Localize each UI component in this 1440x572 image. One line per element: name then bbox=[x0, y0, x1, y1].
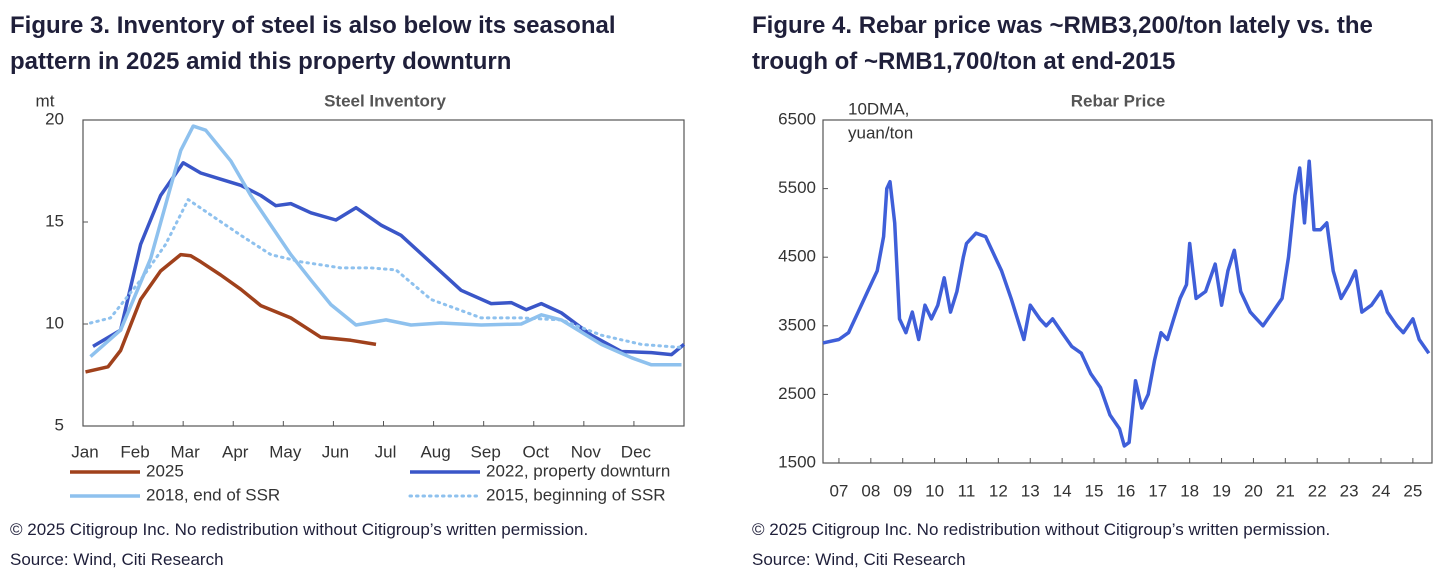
series-line bbox=[92, 161, 686, 357]
y-tick-label: 10 bbox=[45, 313, 64, 332]
y-tick-label: 20 bbox=[45, 109, 64, 128]
source: Source: Wind, Citi Research bbox=[752, 550, 966, 569]
x-tick-label: 22 bbox=[1308, 481, 1327, 500]
y-tick-label: 4500 bbox=[778, 247, 816, 266]
x-tick-label: Jan bbox=[71, 442, 98, 461]
x-tick-label: 23 bbox=[1340, 481, 1359, 500]
y-tick-label: 3500 bbox=[778, 315, 816, 334]
y-tick-label: 5500 bbox=[778, 178, 816, 197]
figure-title: Figure 4. Rebar price was ~RMB3,200/ton … bbox=[752, 12, 1373, 75]
x-tick-label: May bbox=[269, 442, 302, 461]
y-tick-label: 5 bbox=[55, 415, 64, 434]
chart-title: Steel Inventory bbox=[324, 91, 446, 110]
x-tick-label: 24 bbox=[1372, 481, 1391, 500]
source: Source: Wind, Citi Research bbox=[10, 550, 224, 569]
x-tick-label: 09 bbox=[893, 481, 912, 500]
x-tick-label: 12 bbox=[989, 481, 1008, 500]
series-line bbox=[89, 198, 683, 349]
x-tick-label: Nov bbox=[571, 442, 602, 461]
x-tick-label: 20 bbox=[1244, 481, 1263, 500]
copyright: © 2025 Citigroup Inc. No redistribution … bbox=[10, 520, 589, 539]
x-tick-label: 18 bbox=[1180, 481, 1199, 500]
y-tick-label: 15 bbox=[45, 211, 64, 230]
x-tick-label: Aug bbox=[420, 442, 450, 461]
x-tick-label: Sep bbox=[471, 442, 501, 461]
x-tick-label: Oct bbox=[523, 442, 550, 461]
x-tick-label: Feb bbox=[120, 442, 149, 461]
x-tick-label: 15 bbox=[1085, 481, 1104, 500]
x-tick-label: 13 bbox=[1021, 481, 1040, 500]
x-tick-label: 25 bbox=[1403, 481, 1422, 500]
x-tick-label: Jun bbox=[322, 442, 349, 461]
series-line bbox=[822, 159, 1431, 448]
y-unit: mt bbox=[36, 91, 55, 110]
y-tick-label: 6500 bbox=[778, 109, 816, 128]
figure-title: Figure 3. Inventory of steel is also bel… bbox=[10, 12, 616, 75]
chart-title: Rebar Price bbox=[1071, 91, 1166, 110]
legend-label: 2022, property downturn bbox=[486, 461, 670, 480]
x-tick-label: 08 bbox=[861, 481, 880, 500]
x-tick-label: Dec bbox=[621, 442, 652, 461]
x-tick-label: 07 bbox=[829, 481, 848, 500]
copyright: © 2025 Citigroup Inc. No redistribution … bbox=[752, 520, 1331, 539]
x-tick-label: 10 bbox=[925, 481, 944, 500]
legend-label: 2025 bbox=[146, 461, 184, 480]
x-tick-label: 16 bbox=[1116, 481, 1135, 500]
y-tick-label: 2500 bbox=[778, 384, 816, 403]
legend-label: 2018, end of SSR bbox=[146, 485, 280, 504]
x-tick-label: 14 bbox=[1053, 481, 1072, 500]
plot-frame bbox=[822, 119, 1433, 464]
series-line bbox=[85, 252, 377, 374]
charts: Steel Inventory mt 5 10 15 20 Jan Feb Mar Apr May J… bbox=[36, 91, 1433, 504]
x-tick-label: Mar bbox=[171, 442, 201, 461]
x-tick-label: Jul bbox=[375, 442, 397, 461]
x-tick-label: 17 bbox=[1148, 481, 1167, 500]
x-tick-label: Apr bbox=[222, 442, 249, 461]
series-line bbox=[89, 124, 682, 367]
y-tick-label: 1500 bbox=[778, 452, 816, 471]
legend-label: 2015, beginning of SSR bbox=[486, 485, 666, 504]
annotation: 10DMA, bbox=[848, 99, 909, 118]
plot-frame bbox=[82, 119, 685, 427]
annotation: yuan/ton bbox=[848, 123, 913, 142]
x-tick-label: 21 bbox=[1276, 481, 1295, 500]
x-tick-label: 19 bbox=[1212, 481, 1231, 500]
x-tick-label: 11 bbox=[958, 481, 976, 500]
